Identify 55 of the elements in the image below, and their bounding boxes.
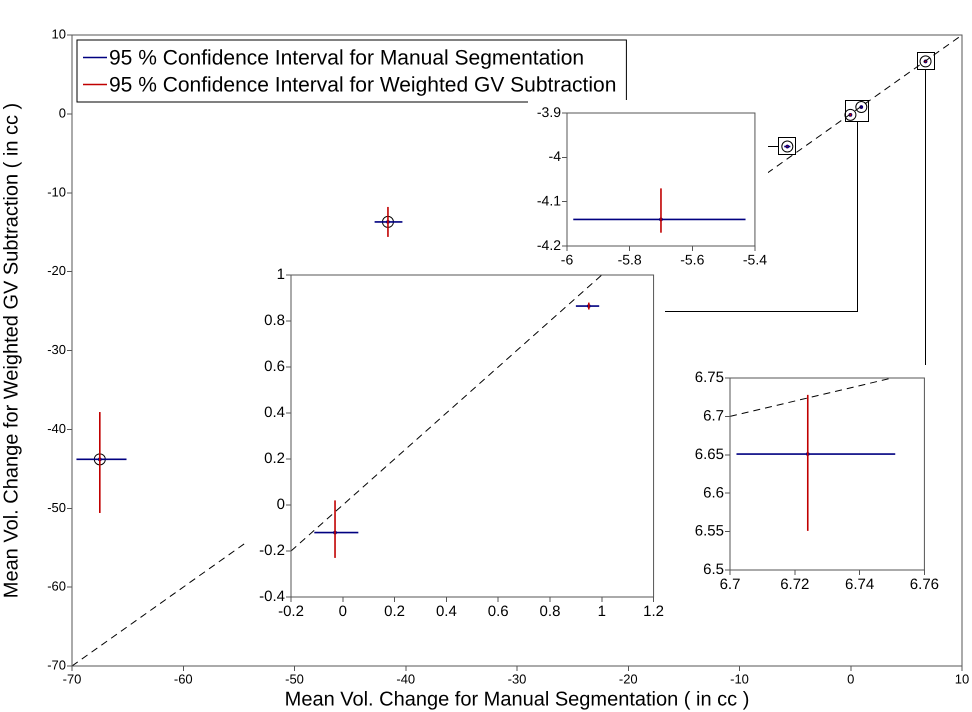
x-tick-label: -10: [730, 671, 749, 686]
y-tick-label: 1: [276, 266, 285, 284]
x-tick-label: -6: [560, 251, 574, 268]
y-tick-label: -4.2: [536, 236, 562, 253]
y-tick-label: 0: [58, 105, 66, 120]
y-tick-label: 0.2: [264, 450, 285, 468]
x-tick-label: 0.6: [488, 603, 509, 620]
x-tick-label: -5.8: [618, 251, 642, 268]
y-tick-label: 0.4: [264, 404, 285, 422]
x-tick-label: 1: [598, 603, 606, 620]
y-tick-label: 0: [276, 496, 285, 514]
x-tick-label: -70: [62, 671, 82, 686]
y-tick-label: -70: [47, 658, 66, 673]
y-tick-label: 6.5: [703, 561, 724, 578]
x-tick-label: 6.7: [720, 576, 740, 594]
x-tick-label: 6.72: [780, 576, 810, 594]
y-tick-label: -10: [47, 184, 66, 200]
x-tick-label: -5.6: [680, 251, 705, 268]
y-tick-label: 0.8: [264, 312, 285, 330]
x-tick-label: 0.4: [436, 603, 457, 620]
legend-label: 95 % Confidence Interval for Manual Segmentation: [109, 46, 584, 70]
y-tick-label: -4: [548, 148, 562, 164]
x-tick-label: -40: [396, 671, 416, 686]
y-tick-label: -50: [47, 500, 66, 515]
x-tick-label: -20: [618, 671, 638, 686]
y-tick-label: -40: [47, 420, 66, 436]
x-tick-label: -60: [174, 671, 193, 686]
y-tick-label: 6.6: [703, 484, 724, 502]
x-tick-label: 1.2: [643, 603, 664, 620]
y-tick-label: -20: [47, 263, 66, 278]
y-tick-label: 10: [52, 26, 66, 42]
x-tick-label: 0: [847, 671, 854, 686]
y-tick-label: 6.7: [703, 408, 724, 425]
y-axis-title: Mean Vol. Change for Weighted GV Subtraction ( in cc ): [0, 102, 23, 598]
y-tick-label: 0.6: [264, 358, 285, 376]
x-tick-label: 10: [954, 671, 970, 686]
point: [94, 453, 106, 466]
x-tick-label: 0.2: [384, 603, 406, 620]
point: [844, 108, 856, 121]
y-tick-label: -0.4: [259, 588, 285, 606]
x-axis-title: Mean Vol. Change for Manual Segmentation ( in cc ): [284, 688, 750, 711]
y-tick-label: -3.9: [536, 104, 562, 120]
y-tick-label: -4.1: [536, 192, 562, 209]
legend-label: 95 % Confidence Interval for Weighted GV Subtraction: [109, 73, 616, 96]
x-tick-label: -5.4: [742, 251, 768, 268]
x-tick-label: 6.74: [845, 576, 874, 594]
y-tick-label: 6.55: [694, 522, 724, 540]
y-tick-label: -30: [47, 342, 66, 358]
y-tick-label: -0.2: [259, 542, 285, 560]
y-tick-label: 6.75: [694, 369, 724, 386]
x-tick-label: -30: [508, 671, 526, 686]
y-tick-label: 6.65: [694, 446, 724, 463]
x-tick-label: 6.76: [910, 576, 940, 594]
x-tick-label: 0: [338, 603, 347, 620]
point: [382, 216, 394, 228]
